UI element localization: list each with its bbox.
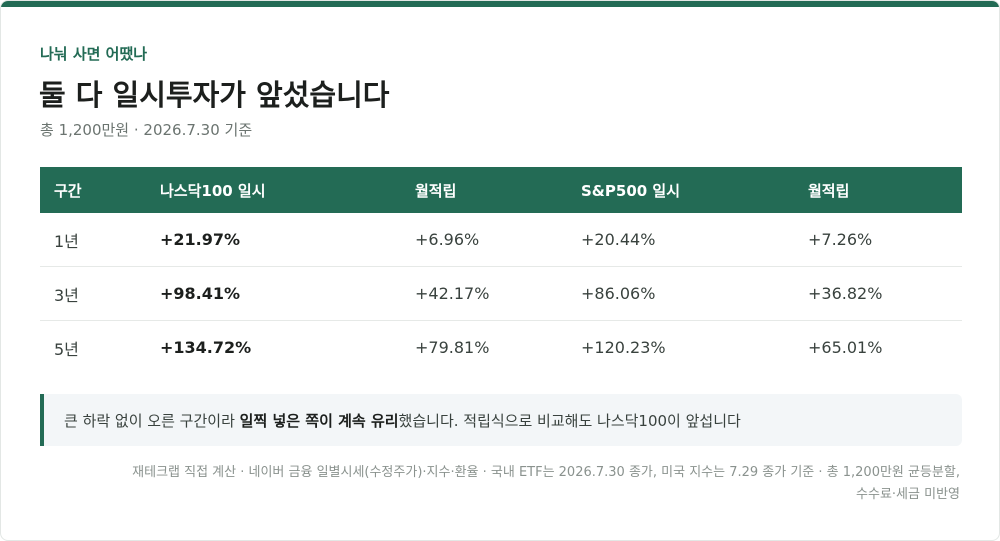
page-title: 둘 다 일시투자가 앞섰습니다 xyxy=(39,78,390,112)
subtitle: 총 1,200만원 · 2026.7.30 기준 xyxy=(40,121,253,139)
callout-note: 큰 하락 없이 오른 구간이라 일찍 넣은 쪽이 계속 유리 했습니다. 적립식으… xyxy=(40,394,962,446)
cell-period: 3년 xyxy=(54,285,79,305)
note-text-pre: 큰 하락 없이 오른 구간이라 xyxy=(64,411,240,430)
accent-bar xyxy=(1,1,999,7)
note-text-post: 했습니다. 적립식으로 비교해도 나스닥100이 앞섭니다 xyxy=(398,411,741,430)
cell-nasdaq-lump: +98.41% xyxy=(160,284,241,303)
cell-sp500-monthly: +7.26% xyxy=(808,230,873,249)
cell-nasdaq-lump: +134.72% xyxy=(160,338,252,357)
returns-table: 구간 나스닥100 일시 월적립 S&P500 일시 월적립 1년 +21.97… xyxy=(40,167,962,374)
cell-nasdaq-monthly: +79.81% xyxy=(415,338,490,357)
footnote-line-1: 재테크랩 직접 계산 · 네이버 금융 일별시세(수정주가)·지수·환율 · 국… xyxy=(132,465,960,480)
cell-sp500-lump: +20.44% xyxy=(581,230,656,249)
cell-sp500-monthly: +65.01% xyxy=(808,338,883,357)
cell-sp500-lump: +120.23% xyxy=(581,338,666,357)
note-text-bold: 일찍 넣은 쪽이 계속 유리 xyxy=(239,411,399,430)
column-header-period: 구간 xyxy=(54,181,82,200)
cell-period: 1년 xyxy=(54,231,79,251)
kicker-label: 나눠 사면 어땠나 xyxy=(40,45,148,63)
footnote-line-2: 수수료·세금 미반영 xyxy=(856,487,960,502)
cell-sp500-monthly: +36.82% xyxy=(808,284,883,303)
column-header-sp500-monthly: 월적립 xyxy=(808,181,850,200)
source-footnote: 재테크랩 직접 계산 · 네이버 금융 일별시세(수정주가)·지수·환율 · 국… xyxy=(38,462,960,506)
cell-nasdaq-monthly: +6.96% xyxy=(415,230,480,249)
table-row: 3년 +98.41% +42.17% +86.06% +36.82% xyxy=(40,267,962,321)
cell-period: 5년 xyxy=(54,339,79,359)
cell-nasdaq-lump: +21.97% xyxy=(160,230,241,249)
column-header-sp500-lump: S&P500 일시 xyxy=(581,181,681,200)
table-row: 1년 +21.97% +6.96% +20.44% +7.26% xyxy=(40,213,962,267)
table-row: 5년 +134.72% +79.81% +120.23% +65.01% xyxy=(40,321,962,374)
column-header-nasdaq-lump: 나스닥100 일시 xyxy=(160,181,266,200)
column-header-nasdaq-monthly: 월적립 xyxy=(415,181,457,200)
cell-sp500-lump: +86.06% xyxy=(581,284,656,303)
table-header: 구간 나스닥100 일시 월적립 S&P500 일시 월적립 xyxy=(40,167,962,213)
cell-nasdaq-monthly: +42.17% xyxy=(415,284,490,303)
